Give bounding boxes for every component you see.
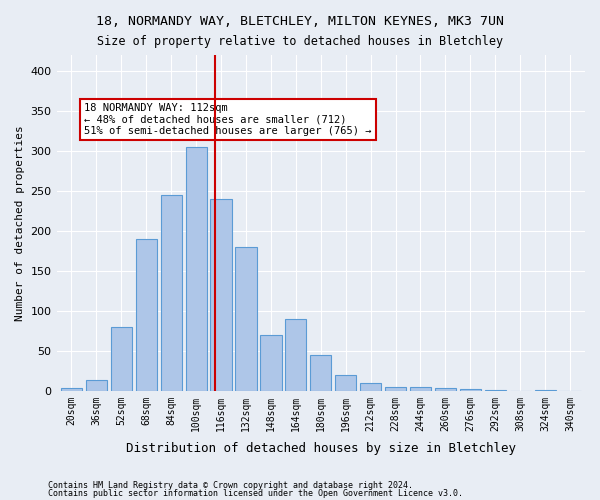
Text: 18, NORMANDY WAY, BLETCHLEY, MILTON KEYNES, MK3 7UN: 18, NORMANDY WAY, BLETCHLEY, MILTON KEYN… — [96, 15, 504, 28]
Text: Size of property relative to detached houses in Bletchley: Size of property relative to detached ho… — [97, 35, 503, 48]
Bar — [86, 380, 107, 391]
Bar — [385, 387, 406, 391]
Bar — [136, 239, 157, 391]
Text: 18 NORMANDY WAY: 112sqm
← 48% of detached houses are smaller (712)
51% of semi-d: 18 NORMANDY WAY: 112sqm ← 48% of detache… — [84, 103, 371, 136]
Bar — [235, 247, 257, 391]
Text: Contains HM Land Registry data © Crown copyright and database right 2024.: Contains HM Land Registry data © Crown c… — [48, 481, 413, 490]
Bar — [61, 388, 82, 391]
Y-axis label: Number of detached properties: Number of detached properties — [15, 125, 25, 321]
Bar — [111, 327, 132, 391]
Text: Contains public sector information licensed under the Open Government Licence v3: Contains public sector information licen… — [48, 488, 463, 498]
Bar — [185, 147, 207, 391]
Bar — [211, 199, 232, 391]
Bar — [485, 390, 506, 391]
Bar — [360, 383, 381, 391]
Bar — [435, 388, 456, 391]
Bar — [260, 335, 281, 391]
X-axis label: Distribution of detached houses by size in Bletchley: Distribution of detached houses by size … — [126, 442, 516, 455]
Bar — [335, 375, 356, 391]
Bar — [161, 195, 182, 391]
Bar — [410, 387, 431, 391]
Bar — [535, 390, 556, 391]
Bar — [310, 355, 331, 391]
Bar — [285, 319, 307, 391]
Bar — [460, 389, 481, 391]
